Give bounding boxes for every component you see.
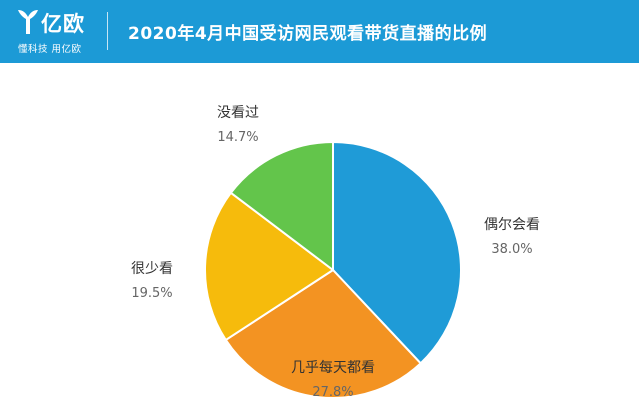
slice-label: 几乎每天都看: [291, 360, 375, 376]
pie-chart: 偶尔会看 38.0% 几乎每天都看 27.8% 很少看 19.5% 没看过 14.7%: [131, 105, 540, 400]
pie-slice: [224, 269, 422, 399]
slice-value-label: 38.0%: [491, 242, 532, 257]
pie-slice: [229, 141, 334, 271]
pie-slice: [204, 191, 334, 341]
slice-label: 偶尔会看: [484, 217, 540, 233]
slice-value-label: 27.8%: [312, 385, 353, 400]
header-banner: 亿欧 懂科技 用亿欧 2020年4月中国受访网民观看带货直播的比例: [0, 0, 639, 63]
slice-label: 很少看: [131, 261, 173, 277]
slice-value-label: 19.5%: [131, 286, 172, 301]
logo-icon: [18, 10, 38, 34]
slice-value-label: 14.7%: [217, 130, 258, 145]
page-title: 2020年4月中国受访网民观看带货直播的比例: [128, 24, 488, 44]
pie-slice: [332, 141, 462, 365]
slice-label: 没看过: [217, 105, 259, 121]
logo-text: 亿欧: [41, 12, 85, 36]
header-divider: [107, 12, 108, 50]
logo-slogan: 懂科技 用亿欧: [18, 44, 82, 55]
